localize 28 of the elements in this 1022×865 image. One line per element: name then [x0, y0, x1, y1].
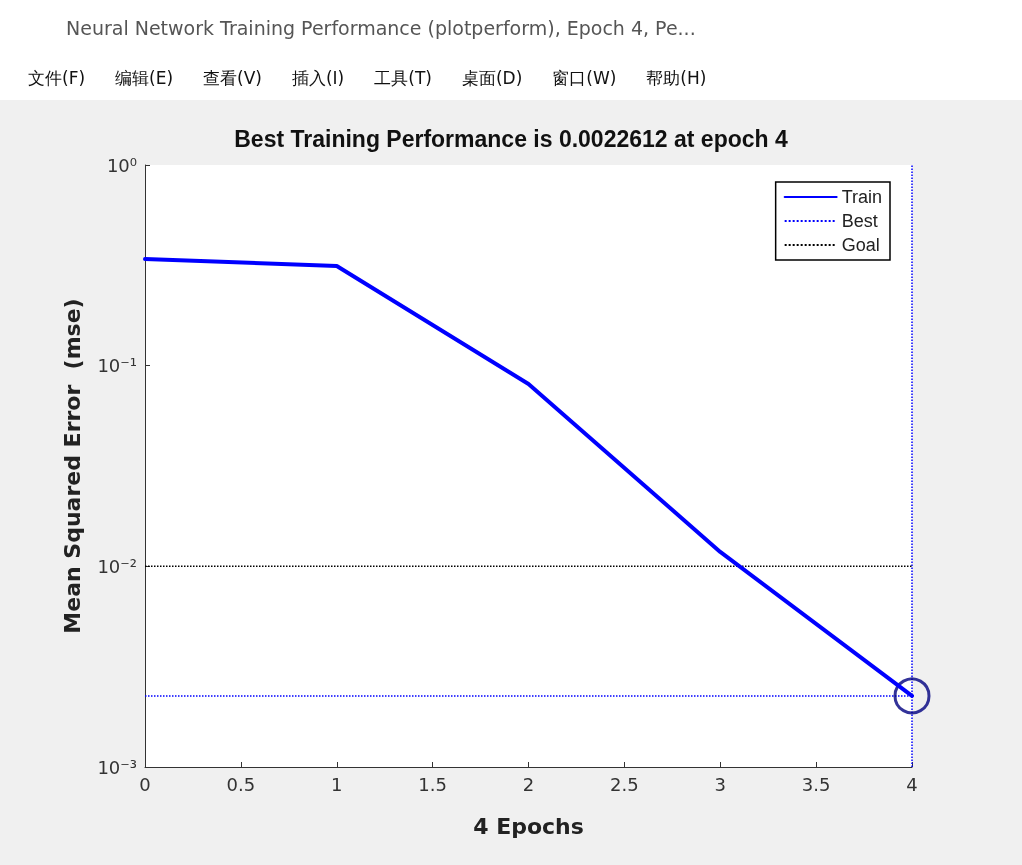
x-tick-label: 2.5 — [610, 773, 639, 795]
x-tick-label: 1 — [331, 773, 343, 795]
x-tick-label: 3.5 — [801, 773, 831, 795]
y-tick-label: 10⁻³ — [97, 756, 137, 778]
x-tick-label: 4 — [906, 773, 918, 795]
x-tick-label: 2 — [522, 773, 535, 795]
text: 查看(V) — [203, 68, 262, 88]
chart-title: Best Training Performance is 0.0022612 at epoch 4 — [234, 125, 788, 152]
x-tick-label: 0.5 — [226, 773, 256, 795]
y-tick-label: 10⁻¹ — [97, 355, 137, 377]
text: 文件(F) — [28, 68, 86, 88]
text: 编辑(E) — [115, 68, 174, 88]
legend-label: Goal — [841, 235, 880, 255]
legend-label: Train — [841, 187, 882, 207]
text: 工具(T) — [374, 68, 432, 88]
text: 插入(I) — [291, 68, 345, 88]
text: 帮助(H) — [646, 68, 707, 88]
ref-line-label: Best — [841, 211, 878, 231]
y-tick-label: 10⁰ — [106, 154, 137, 176]
x-tick-label: 3 — [714, 773, 726, 795]
y-tick-label: 10⁻² — [97, 555, 137, 577]
text: 桌面(D) — [461, 68, 523, 88]
x-tick-label: 0 — [139, 773, 151, 795]
x-axis-title: 4 Epochs — [473, 813, 584, 839]
text: Neural Network Training Performance (plotperform), Epoch 4, Pe... — [0, 0, 1022, 56]
x-tick-label: 1.5 — [418, 773, 447, 795]
text: 窗口(W) — [552, 68, 617, 88]
y-axis-title: Mean Squared Error (mse) — [59, 298, 85, 634]
